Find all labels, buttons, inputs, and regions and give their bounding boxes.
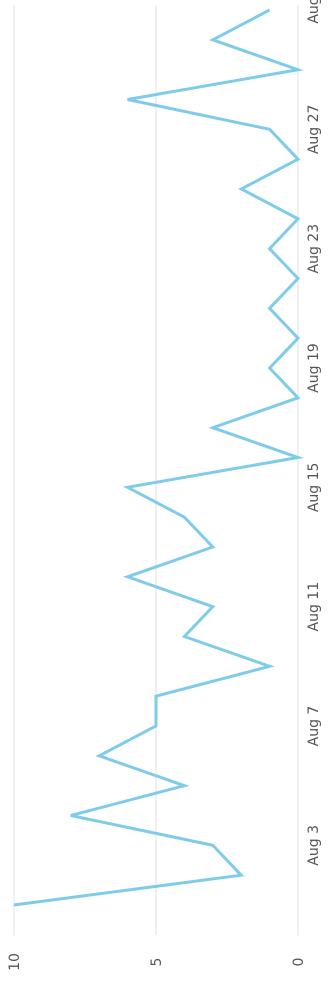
data-point: [126, 98, 130, 102]
data-point: [211, 843, 215, 847]
data-point: [296, 277, 300, 281]
data-point: [268, 8, 272, 12]
data-point: [296, 157, 300, 161]
data-point: [296, 217, 300, 221]
data-point: [268, 127, 272, 131]
date-tick-label: Aug 27: [306, 105, 322, 155]
date-tick-label: Aug 7: [306, 706, 322, 747]
data-point: [296, 396, 300, 400]
data-point: [296, 68, 300, 72]
data-point: [239, 187, 243, 191]
data-point: [182, 515, 186, 519]
data-point: [296, 456, 300, 460]
data-point: [239, 873, 243, 877]
date-tick-label: Aug: [306, 0, 322, 24]
data-point: [126, 575, 130, 579]
data-point: [211, 38, 215, 42]
data-point: [268, 664, 272, 668]
data-point: [211, 426, 215, 430]
date-tick-label: Aug 23: [306, 224, 322, 274]
date-tick-label: Aug 11: [306, 582, 322, 632]
value-tick-label: 5: [149, 958, 165, 967]
data-point: [97, 754, 101, 758]
data-point: [154, 694, 158, 698]
data-point: [296, 336, 300, 340]
data-point: [211, 545, 215, 549]
data-point: [182, 635, 186, 639]
data-point: [154, 724, 158, 728]
data-point: [268, 366, 272, 370]
date-tick-label: Aug 19: [306, 343, 322, 393]
data-point: [182, 784, 186, 788]
series-line: [13, 8, 304, 907]
date-tick-label: Aug 15: [306, 463, 322, 513]
data-point: [69, 814, 73, 818]
data-point: [211, 605, 215, 609]
date-tick-label: Aug 3: [306, 825, 322, 866]
data-point: [268, 247, 272, 251]
data-point: [126, 485, 130, 489]
value-tick-label: 10: [7, 953, 23, 971]
data-point: [268, 306, 272, 310]
value-tick-label: 0: [291, 958, 307, 967]
data-point: [12, 903, 16, 907]
